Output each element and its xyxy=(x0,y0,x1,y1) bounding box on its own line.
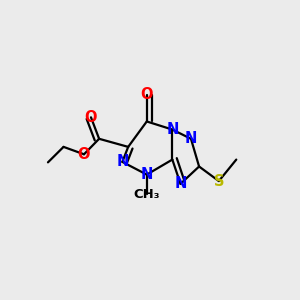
Text: N: N xyxy=(185,131,197,146)
Text: S: S xyxy=(214,174,224,189)
Text: N: N xyxy=(166,122,178,137)
Text: N: N xyxy=(141,167,153,182)
Text: O: O xyxy=(78,147,90,162)
Text: O: O xyxy=(140,87,153,102)
Text: N: N xyxy=(116,154,129,169)
Text: CH₃: CH₃ xyxy=(134,188,160,201)
Text: N: N xyxy=(174,176,187,191)
Text: O: O xyxy=(85,110,97,125)
